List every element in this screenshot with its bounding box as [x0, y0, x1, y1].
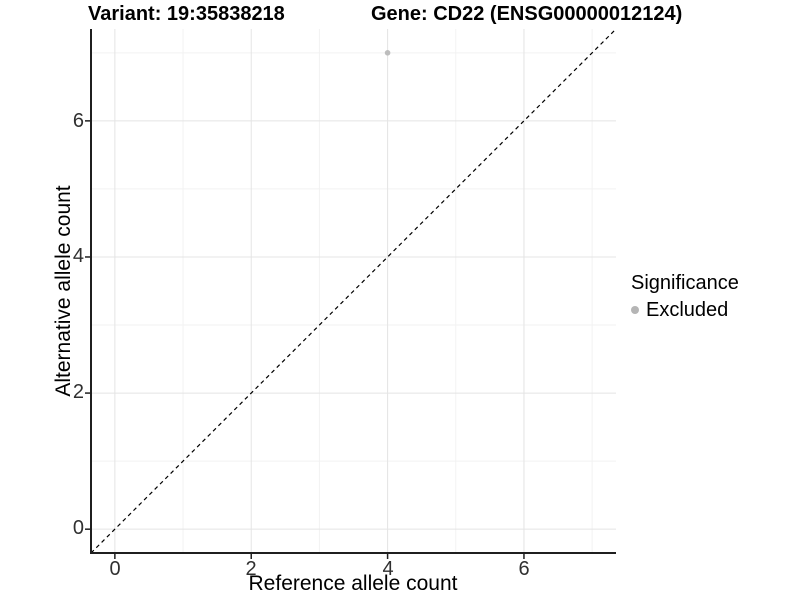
y-tick-label-4: 4	[72, 245, 84, 267]
data-point	[384, 50, 391, 56]
axis-lines	[90, 29, 616, 554]
gridlines-minor	[91, 29, 616, 553]
identity-line	[90, 28, 617, 554]
legend-title: Significance	[631, 272, 739, 294]
y-tick-label-0: 0	[72, 517, 84, 539]
legend: Significance Excluded	[631, 271, 739, 321]
x-tick-label-4: 4	[382, 558, 394, 580]
x-tick-label-0: 0	[109, 558, 121, 580]
x-tick-label-6: 6	[518, 558, 530, 580]
x-tick-label-2: 2	[245, 558, 257, 580]
axis-tick-marks	[85, 120, 525, 559]
y-axis-title: Alternative allele count	[52, 185, 75, 397]
legend-point-icon	[631, 306, 639, 314]
plot-title-variant: Variant: 19:35838218	[88, 3, 285, 25]
y-tick-label-6: 6	[72, 110, 84, 132]
gridlines-major	[91, 29, 616, 553]
data-points	[384, 50, 391, 56]
legend-item-excluded: Excluded	[631, 299, 739, 321]
legend-item-label: Excluded	[646, 299, 729, 321]
x-axis-title: Reference allele count	[248, 572, 458, 595]
plot-title-gene: Gene: CD22 (ENSG00000012124)	[371, 3, 683, 25]
y-tick-label-2: 2	[72, 381, 84, 403]
